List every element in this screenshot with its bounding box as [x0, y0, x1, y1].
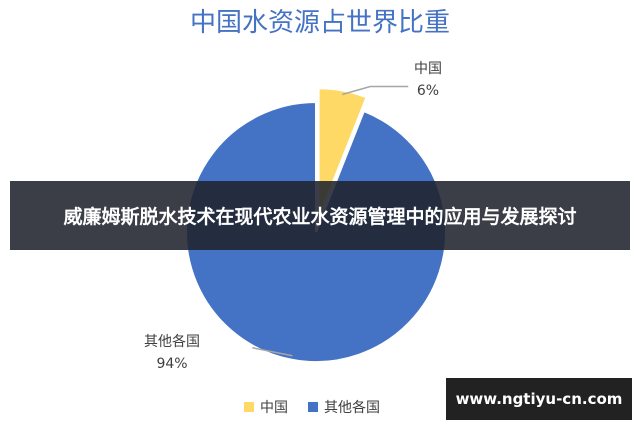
watermark-text: www.ngtiyu-cn.com [455, 390, 623, 408]
slice-label-1: 其他各国 [144, 334, 200, 350]
watermark-badge: www.ngtiyu-cn.com [446, 378, 632, 420]
slice-label-0: 中国 [414, 61, 442, 77]
chart-title: 中国水资源占世界比重 [190, 8, 450, 38]
slice-value-label-0: 6% [417, 83, 439, 99]
legend-swatch-1 [308, 402, 318, 412]
overlay-title: 威廉姆斯脱水技术在现代农业水资源管理中的应用与发展探讨 [63, 206, 577, 228]
leader-line-0 [342, 85, 409, 96]
slice-labels: 中国 6% 其他各国 94% [144, 61, 442, 372]
chart-legend: 中国 其他各国 [244, 400, 380, 416]
legend-label-1: 其他各国 [324, 400, 380, 416]
overlay-title-banner: 威廉姆斯脱水技术在现代农业水资源管理中的应用与发展探讨 [10, 181, 630, 250]
legend-swatch-0 [244, 402, 254, 412]
slice-value-label-1: 94% [156, 356, 187, 372]
leader-line-1 [252, 347, 293, 357]
legend-label-0: 中国 [260, 400, 288, 416]
